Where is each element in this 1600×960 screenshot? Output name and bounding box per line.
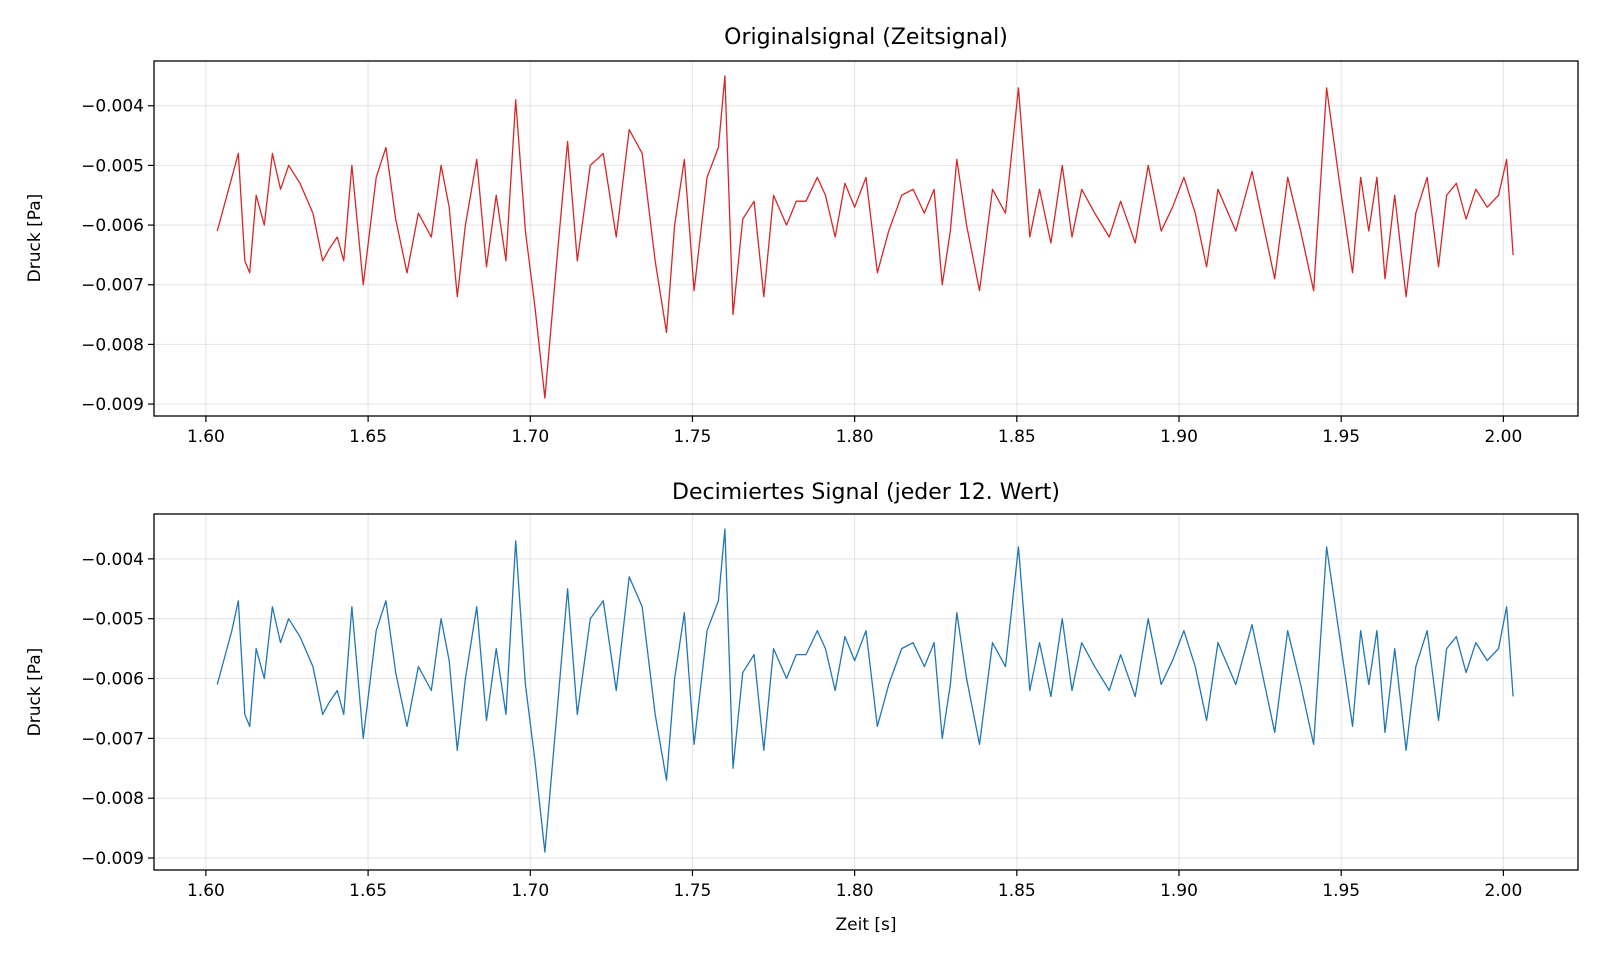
- y-axis-label: Druck [Pa]: [25, 194, 45, 283]
- series-line: [216, 75, 1514, 399]
- y-tick-label: −0.006: [81, 670, 144, 690]
- x-tick-label: 1.65: [349, 881, 387, 901]
- plot-frame: [153, 513, 1579, 871]
- x-tick-label: 1.70: [511, 427, 549, 447]
- y-tick-label: −0.007: [81, 276, 144, 296]
- x-tick-label: 1.60: [187, 427, 225, 447]
- subplot-decimated-signal: Decimiertes Signal (jeder 12. Wert) 1.60…: [25, 480, 1579, 935]
- y-tick-label: −0.008: [81, 789, 144, 809]
- x-tick-label: 1.95: [1322, 427, 1360, 447]
- x-axis-label: Zeit [s]: [835, 915, 896, 935]
- y-tick-label: −0.006: [81, 216, 144, 236]
- x-tick-label: 1.75: [674, 881, 712, 901]
- y-tick-label: −0.005: [81, 610, 144, 630]
- series-line: [216, 528, 1514, 853]
- x-tick-label: 1.60: [187, 881, 225, 901]
- y-tick-label: −0.004: [81, 97, 144, 117]
- x-tick-label: 1.70: [511, 881, 549, 901]
- y-tick-label: −0.007: [81, 729, 144, 749]
- y-tick-label: −0.009: [81, 395, 144, 415]
- plot-frame: [153, 60, 1579, 417]
- y-axis-label: Druck [Pa]: [25, 648, 45, 737]
- x-tick-label: 1.85: [998, 427, 1036, 447]
- x-tick-label: 1.80: [836, 427, 874, 447]
- x-tick-label: 1.90: [1160, 881, 1198, 901]
- x-tick-label: 2.00: [1484, 427, 1522, 447]
- x-tick-label: 1.90: [1160, 427, 1198, 447]
- x-tick-label: 1.75: [674, 427, 712, 447]
- y-tick-label: −0.008: [81, 335, 144, 355]
- y-tick-label: −0.004: [81, 550, 144, 570]
- subplot-original-signal: Originalsignal (Zeitsignal) 1.60 1.65 1.70…: [25, 25, 1579, 447]
- y-tick-label: −0.009: [81, 849, 144, 869]
- chart-title: Decimiertes Signal (jeder 12. Wert): [672, 480, 1060, 505]
- x-tick-label: 1.85: [998, 881, 1036, 901]
- x-tick-label: 1.95: [1322, 881, 1360, 901]
- x-tick-label: 1.65: [349, 427, 387, 447]
- chart-title: Originalsignal (Zeitsignal): [724, 25, 1008, 50]
- x-tick-label: 1.80: [836, 881, 874, 901]
- x-tick-label: 2.00: [1484, 881, 1522, 901]
- y-tick-label: −0.005: [81, 156, 144, 176]
